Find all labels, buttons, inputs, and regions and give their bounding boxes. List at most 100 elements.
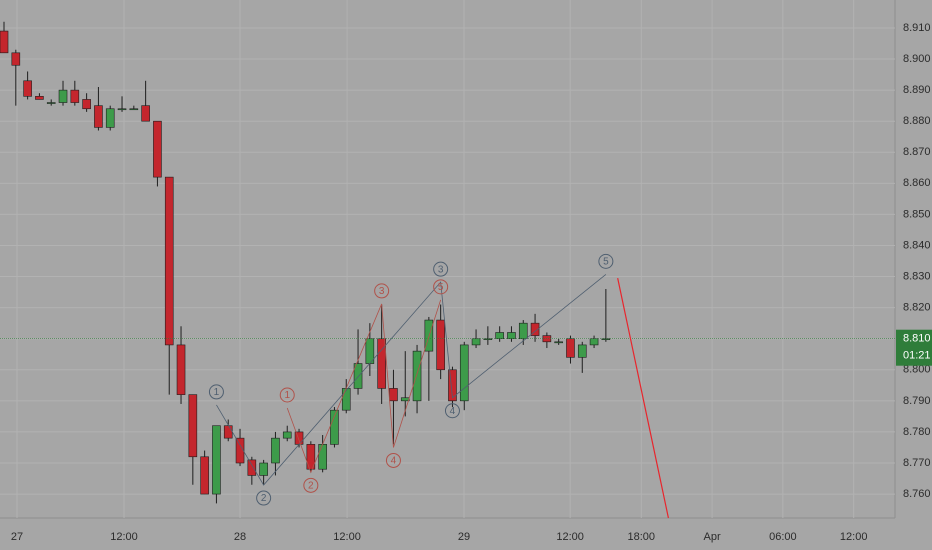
projection-line (617, 277, 670, 519)
wave-label: 5 (438, 282, 444, 293)
candle-body (46, 102, 56, 104)
candle-body (471, 338, 481, 346)
candle-body (70, 89, 80, 103)
wave-marker (279, 387, 295, 403)
y-tick-label: 8.870 (903, 146, 931, 158)
wave-marker (208, 384, 224, 400)
candle-body (318, 444, 327, 470)
x-tick-label: 12:00 (333, 531, 361, 543)
y-tick-label: 8.820 (903, 302, 931, 314)
x-tick-label: 27 (11, 531, 23, 543)
candle-body (176, 344, 186, 395)
countdown-label: 01:21 (903, 350, 931, 362)
wave-label: 2 (261, 493, 267, 504)
candle-body (212, 425, 221, 495)
wave-marker (444, 403, 460, 419)
wave-label: 5 (603, 257, 609, 268)
y-tick-label: 8.790 (903, 395, 931, 407)
candle-body (105, 108, 115, 128)
wave-label: 2 (308, 480, 314, 491)
candle-body (164, 176, 174, 346)
candle-body (35, 96, 44, 100)
candle-body (400, 397, 410, 402)
y-tick-label: 8.780 (903, 426, 931, 438)
y-tick-label: 8.840 (903, 239, 931, 251)
wave-label: 3 (438, 264, 444, 275)
candle-body (153, 120, 162, 178)
candle-body (330, 409, 339, 445)
wave-marker (256, 490, 272, 506)
candle-body (577, 344, 587, 358)
candle-body (436, 319, 445, 371)
x-tick-label: 12:00 (840, 531, 868, 543)
candle-body (188, 394, 198, 458)
candle-body (341, 388, 351, 411)
y-tick-label: 8.880 (903, 115, 931, 127)
y-tick-label: 8.850 (903, 208, 931, 220)
candle-body (495, 332, 504, 340)
y-tick-label: 8.860 (903, 177, 931, 189)
x-tick-label: 12:00 (556, 531, 584, 543)
x-tick-label: 06:00 (769, 531, 797, 543)
candle-body (259, 462, 268, 476)
candle-body (117, 108, 127, 111)
candle-body (282, 431, 292, 439)
y-tick-label: 8.770 (903, 457, 931, 469)
candle-body (412, 350, 422, 402)
wave-label: 1 (284, 390, 290, 401)
candle-body (223, 425, 233, 439)
candle-body (554, 341, 563, 344)
y-tick-label: 8.910 (903, 22, 931, 34)
wave-label: 4 (450, 406, 456, 417)
candle-body (129, 108, 139, 111)
candle-body (459, 344, 469, 402)
wave-line (286, 299, 442, 474)
wave-marker (385, 452, 401, 468)
wave-marker (374, 283, 390, 299)
candle-body (306, 444, 316, 470)
last-price-box (896, 329, 932, 366)
candle-body (0, 30, 9, 54)
x-tick-label: 12:00 (110, 531, 138, 543)
candle-body (377, 338, 386, 389)
candle-body (141, 105, 150, 122)
candle-body (507, 332, 516, 340)
wave-marker (303, 477, 319, 493)
x-tick-label: Apr (704, 531, 721, 543)
y-tick-label: 8.890 (903, 84, 931, 96)
candle-body (483, 338, 493, 341)
candle-body (247, 459, 257, 476)
y-tick-label: 8.760 (903, 488, 931, 500)
candle-body (601, 338, 611, 341)
candle-body (448, 369, 457, 402)
y-tick-label: 8.800 (903, 364, 931, 376)
candle-body (566, 338, 575, 358)
candle-body (235, 437, 245, 464)
candle-body (82, 99, 91, 110)
wave-line (216, 274, 607, 486)
wave-label: 4 (391, 456, 397, 467)
wave-marker (433, 261, 449, 277)
candle-body (530, 322, 540, 336)
candle-body (294, 431, 304, 445)
x-tick-label: 18:00 (628, 531, 656, 543)
candle-body (389, 388, 398, 402)
candle-body (94, 105, 103, 128)
candle-body (200, 456, 209, 495)
y-tick-label: 8.830 (903, 270, 931, 282)
candle-body (353, 363, 363, 389)
candle-body (58, 89, 68, 103)
candle-body (589, 338, 599, 346)
wave-label: 3 (379, 286, 385, 297)
candle-body (271, 437, 280, 464)
x-tick-label: 28 (234, 531, 246, 543)
wave-marker (598, 253, 614, 269)
y-tick-label: 8.900 (903, 53, 931, 65)
last-price-label: 8.810 (903, 333, 931, 345)
wave-label: 1 (214, 387, 220, 398)
candle-body (23, 80, 32, 97)
x-tick-label: 29 (458, 531, 470, 543)
candle-body (11, 52, 21, 66)
